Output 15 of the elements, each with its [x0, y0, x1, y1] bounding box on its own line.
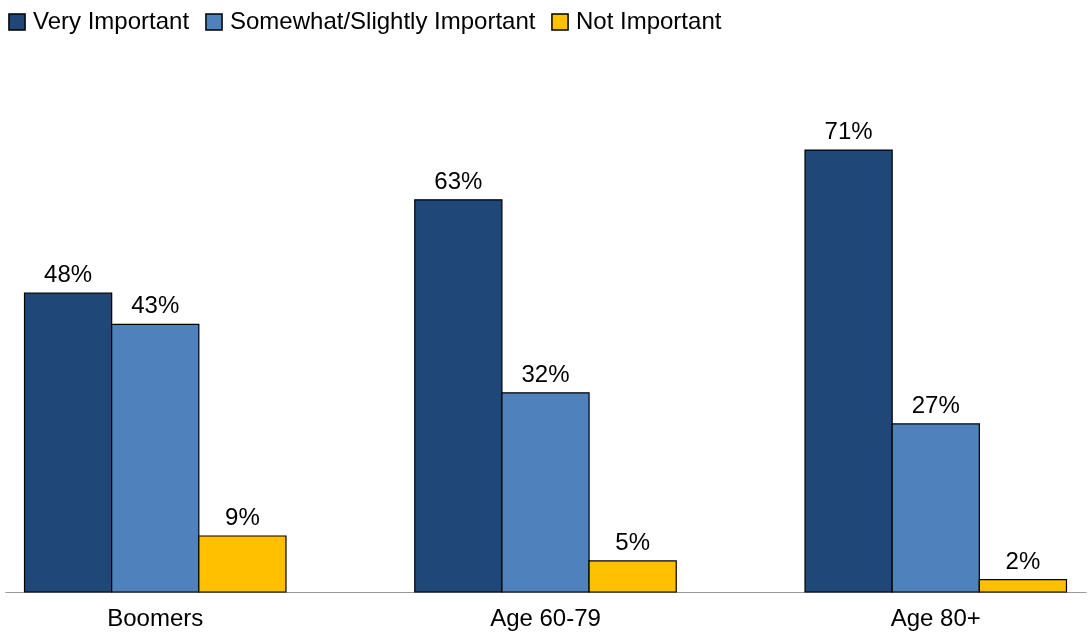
data-label: 9%	[225, 502, 260, 530]
legend-label: Not Important	[576, 7, 722, 34]
data-label: 48%	[44, 260, 93, 288]
data-label: 71%	[824, 117, 873, 145]
x-tick-label: Age 60-79	[490, 603, 601, 631]
data-label: 32%	[521, 359, 570, 387]
x-tick-label: Boomers	[107, 603, 204, 631]
data-label: 5%	[615, 527, 650, 555]
data-label: 63%	[434, 166, 483, 194]
data-label: 27%	[911, 390, 960, 418]
data-label: 43%	[131, 291, 180, 319]
data-label: 2%	[1005, 546, 1041, 574]
x-tick-label: Age 80+	[890, 603, 981, 631]
legend-label: Very Important	[33, 7, 190, 34]
legend-label: Somewhat/Slightly Important	[230, 7, 536, 34]
